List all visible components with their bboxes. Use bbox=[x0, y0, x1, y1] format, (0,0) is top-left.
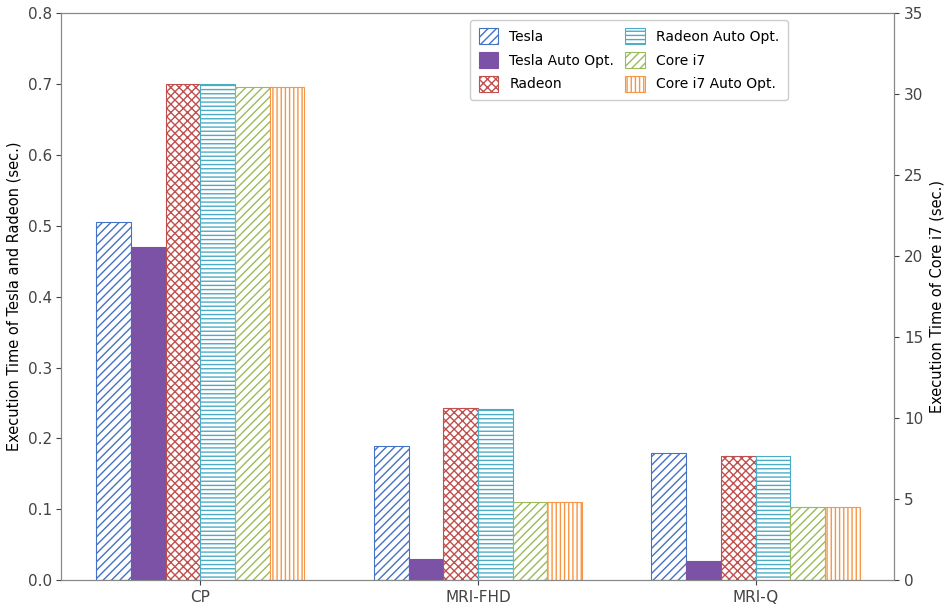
Bar bbox=[721, 456, 756, 580]
Bar bbox=[409, 559, 443, 580]
Y-axis label: Execution Time of Tesla and Radeon (sec.): Execution Time of Tesla and Radeon (sec.… bbox=[7, 142, 22, 452]
Bar bbox=[131, 247, 165, 580]
Bar bbox=[270, 88, 304, 580]
Bar bbox=[790, 507, 825, 580]
Bar bbox=[651, 453, 687, 580]
Bar bbox=[548, 502, 582, 580]
Bar bbox=[201, 84, 235, 580]
Bar bbox=[96, 222, 131, 580]
Bar bbox=[165, 84, 201, 580]
Bar bbox=[374, 446, 409, 580]
Bar bbox=[756, 456, 790, 580]
Bar bbox=[443, 408, 478, 580]
Bar bbox=[478, 409, 513, 580]
Y-axis label: Execution Time of Core i7 (sec.): Execution Time of Core i7 (sec.) bbox=[929, 180, 944, 413]
Legend: Tesla, Tesla Auto Opt., Radeon, Radeon Auto Opt., Core i7, Core i7 Auto Opt.: Tesla, Tesla Auto Opt., Radeon, Radeon A… bbox=[471, 20, 787, 100]
Bar bbox=[513, 502, 548, 580]
Bar bbox=[687, 561, 721, 580]
Bar bbox=[235, 88, 270, 580]
Bar bbox=[825, 507, 860, 580]
